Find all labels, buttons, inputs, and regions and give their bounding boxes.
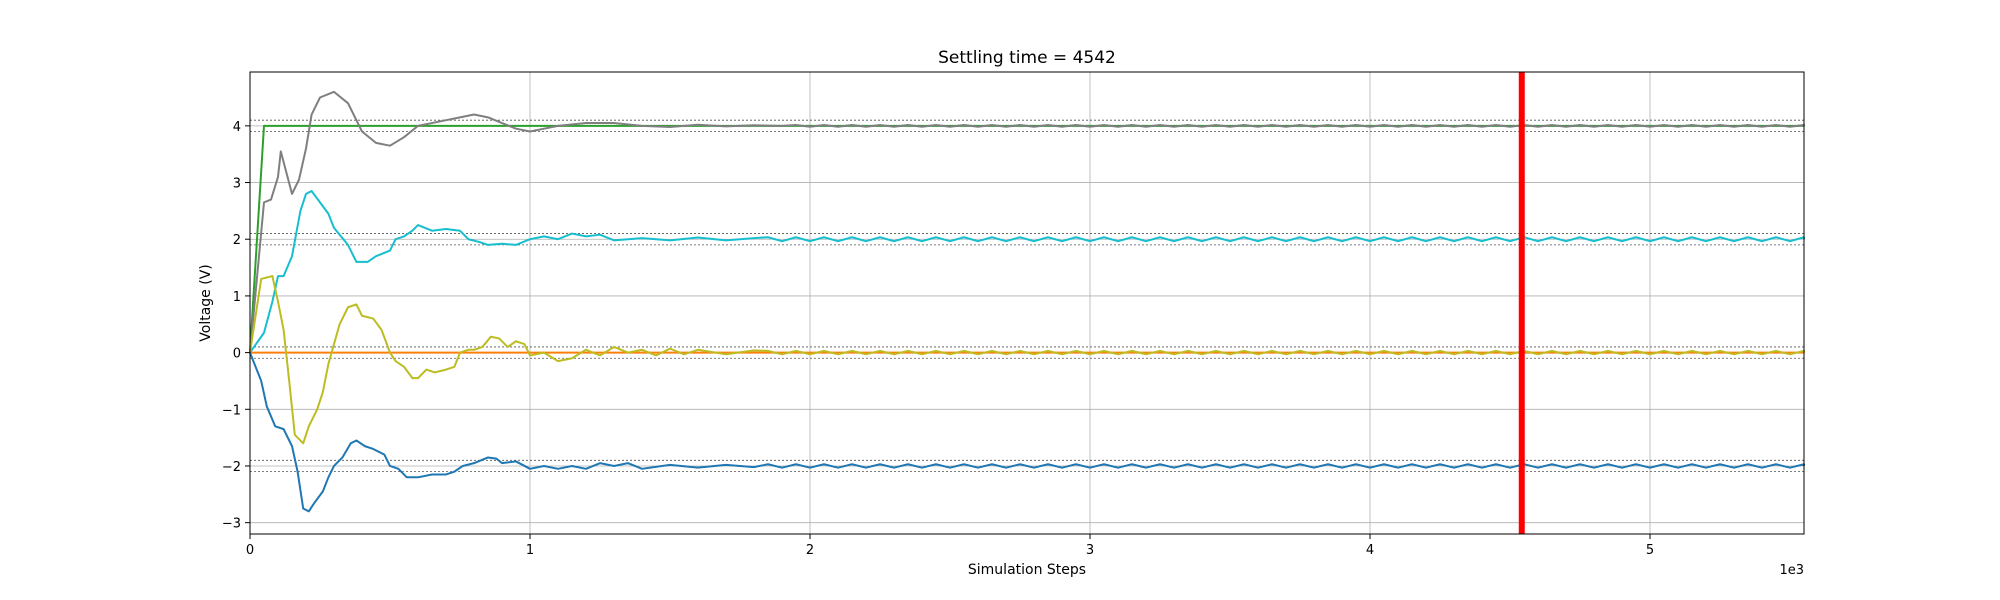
y-axis-label: Voltage (V) xyxy=(198,264,214,341)
x-tick-label: 5 xyxy=(1646,543,1654,558)
x-tick-label: 1 xyxy=(526,543,534,558)
y-tick-label: −3 xyxy=(222,517,241,532)
x-tick-label: 4 xyxy=(1366,543,1374,558)
y-tick-label: 3 xyxy=(233,177,241,192)
axis-ticks: 0 1 2 3 4 5 −3 −2 −1 0 1 2 3 4 xyxy=(222,120,1654,558)
plot-frame xyxy=(249,71,1805,535)
plot-area xyxy=(250,72,1804,534)
x-axis-label: Simulation Steps xyxy=(968,562,1086,578)
x-axis-offset-label: 1e3 xyxy=(1779,563,1804,578)
x-tick-label: 0 xyxy=(246,543,254,558)
y-tick-label: 4 xyxy=(233,120,241,135)
series-line-5 xyxy=(249,352,1805,513)
y-tick-label: 2 xyxy=(233,233,241,248)
series-line-3 xyxy=(249,190,1805,354)
x-tick-label: 2 xyxy=(806,543,814,558)
series-line-2 xyxy=(249,90,1805,353)
y-tick-label: −2 xyxy=(222,460,241,475)
x-tick-label: 3 xyxy=(1086,543,1094,558)
chart-title: Settling time = 4542 xyxy=(938,48,1116,68)
tolerance-bands xyxy=(250,119,1804,473)
y-tick-label: 0 xyxy=(233,347,241,362)
y-tick-label: −1 xyxy=(222,403,241,418)
y-tick-label: 1 xyxy=(233,290,241,305)
